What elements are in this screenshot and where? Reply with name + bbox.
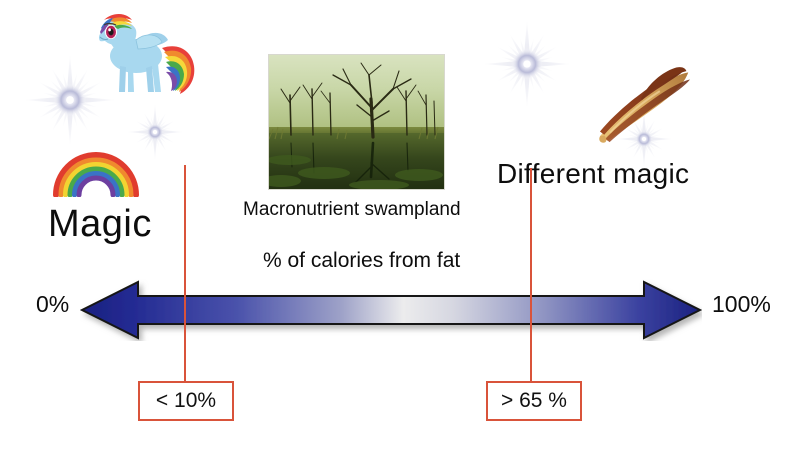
- sparkle-icon: [481, 18, 573, 110]
- callout-low-fat-text: < 10%: [155, 389, 217, 412]
- double-headed-arrow: [79, 279, 703, 341]
- axis-title: % of calories from fat: [263, 249, 461, 272]
- callout-high-fat[interactable]: > 65 %: [486, 381, 582, 421]
- swamp-sky: [269, 55, 444, 139]
- sparkle-icon: [124, 101, 186, 163]
- rainbow-arc-icon: [50, 145, 142, 198]
- bacon-strip-icon: [583, 54, 703, 150]
- sparkle-icon: [22, 52, 118, 148]
- swamp-photo: [268, 54, 445, 190]
- axis-min-label: 0%: [36, 291, 70, 317]
- axis-max-label: 100%: [712, 291, 771, 317]
- leader-line-high: [530, 168, 532, 381]
- leader-line-low: [184, 165, 186, 381]
- callout-low-fat[interactable]: < 10%: [138, 381, 234, 421]
- swamp-trees: [269, 62, 443, 189]
- swamp-caption: Macronutrient swampland: [243, 199, 461, 220]
- magic-label: Magic: [48, 203, 152, 245]
- rainbow-pony-icon: [84, 4, 196, 110]
- callout-high-fat-text: > 65 %: [501, 389, 567, 412]
- sparkle-icon: [613, 108, 675, 170]
- different-magic-label: Different magic: [497, 158, 690, 189]
